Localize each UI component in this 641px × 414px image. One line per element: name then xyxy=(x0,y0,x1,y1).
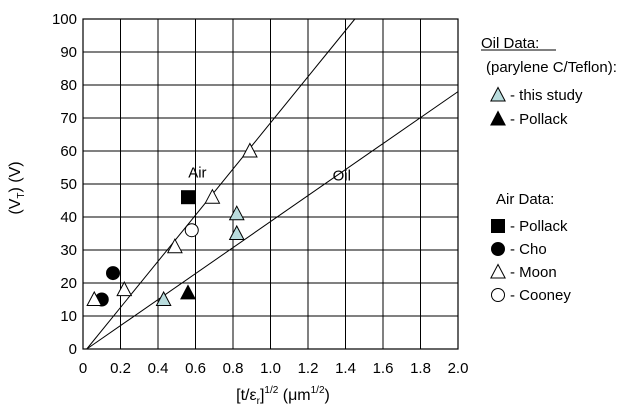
y-tick-label-7: 70 xyxy=(60,110,77,127)
x-tick-label-5: 1.0 xyxy=(260,360,281,377)
y-tick-label-1: 10 xyxy=(60,308,77,325)
y-tick-label-5: 50 xyxy=(60,176,77,193)
legend-air-marker-1 xyxy=(491,242,505,256)
fit-line-label-air: Air xyxy=(188,164,206,181)
legend-air-label-1: - Cho xyxy=(510,241,547,258)
legend-air-label-2: - Moon xyxy=(510,264,557,281)
data-point-oil-data-this-study-1 xyxy=(228,205,245,221)
fit-lines: Air Oil xyxy=(86,18,459,350)
legend-air-marker-2 xyxy=(490,263,506,279)
x-tick-label-3: 0.6 xyxy=(185,360,206,377)
data-point-air-data-pollack-0 xyxy=(181,190,195,205)
plot-frame xyxy=(82,18,459,350)
legend-oil-subtitle: (parylene C/Teflon): xyxy=(486,59,617,76)
y-tick-label-3: 30 xyxy=(60,242,77,259)
legend-oil-label-0: - this study xyxy=(510,87,583,104)
grid xyxy=(82,18,459,350)
y-tick-label-8: 80 xyxy=(60,77,77,94)
y-tick-label-10: 100 xyxy=(52,11,77,28)
data-point-oil-data-this-study-2 xyxy=(228,224,245,240)
data-point-air-data-moon-0 xyxy=(86,290,103,306)
x-tick-label-1: 0.2 xyxy=(110,360,131,377)
x-axis-label: [t/εr]1/2 (μm1/2) xyxy=(236,385,330,407)
data-point-air-data-moon-4 xyxy=(241,142,258,158)
legend-oil-marker-1 xyxy=(490,110,506,126)
legend-oil-items: - this study - Pollack xyxy=(490,86,583,128)
y-tick-label-4: 40 xyxy=(60,209,77,226)
y-tick-label-0: 0 xyxy=(69,341,77,358)
x-tick-label-4: 0.8 xyxy=(223,360,244,377)
legend-air-label-3: - Cooney xyxy=(510,287,571,304)
fit-line-oil xyxy=(86,91,459,350)
x-tick-label-7: 1.4 xyxy=(335,360,356,377)
x-tick-label-0: 0 xyxy=(79,360,87,377)
data-point-oil-data-this-study-0 xyxy=(155,290,172,306)
data-point-air-data-moon-3 xyxy=(204,188,221,204)
data-point-air-data-cooney-0 xyxy=(184,223,199,238)
legend-oil-marker-0 xyxy=(490,86,506,102)
legend-oil-title: Oil Data: xyxy=(481,35,539,52)
x-tick-label-10: 2.0 xyxy=(448,360,469,377)
legend-air-marker-3 xyxy=(491,288,505,302)
legend-air-title: Air Data: xyxy=(496,191,554,208)
data-point-air-data-moon-1 xyxy=(116,281,133,297)
x-tick-labels: 0 0.2 0.4 0.6 0.8 1.0 1.2 1.4 1.6 1.8 2.0 xyxy=(79,360,469,377)
data-point-air-data-moon-2 xyxy=(166,238,183,254)
legend-air-marker-0 xyxy=(491,219,505,233)
data-points xyxy=(86,142,258,307)
legend-air-label-0: - Pollack xyxy=(510,218,568,235)
x-tick-label-8: 1.6 xyxy=(373,360,394,377)
y-tick-labels: 0 10 20 30 40 50 60 70 80 90 100 xyxy=(52,11,77,358)
x-tick-label-9: 1.8 xyxy=(410,360,431,377)
fit-line-air xyxy=(86,18,356,350)
y-tick-label-2: 20 xyxy=(60,275,77,292)
legend: Oil Data: (parylene C/Teflon): - this st… xyxy=(481,35,617,304)
x-tick-label-2: 0.4 xyxy=(148,360,169,377)
data-point-air-data-cho-1 xyxy=(106,266,120,281)
legend-air-items: - Pollack - Cho - Moon - Cooney xyxy=(490,218,571,304)
x-tick-label-6: 1.2 xyxy=(298,360,319,377)
legend-oil-label-1: - Pollack xyxy=(510,111,568,128)
y-tick-label-9: 90 xyxy=(60,44,77,61)
y-tick-label-6: 60 xyxy=(60,143,77,160)
data-point-oil-data-pollack-0 xyxy=(180,284,196,300)
y-axis-label: (VT) (V) xyxy=(7,161,27,214)
fit-line-label-oil: Oil xyxy=(333,168,351,185)
